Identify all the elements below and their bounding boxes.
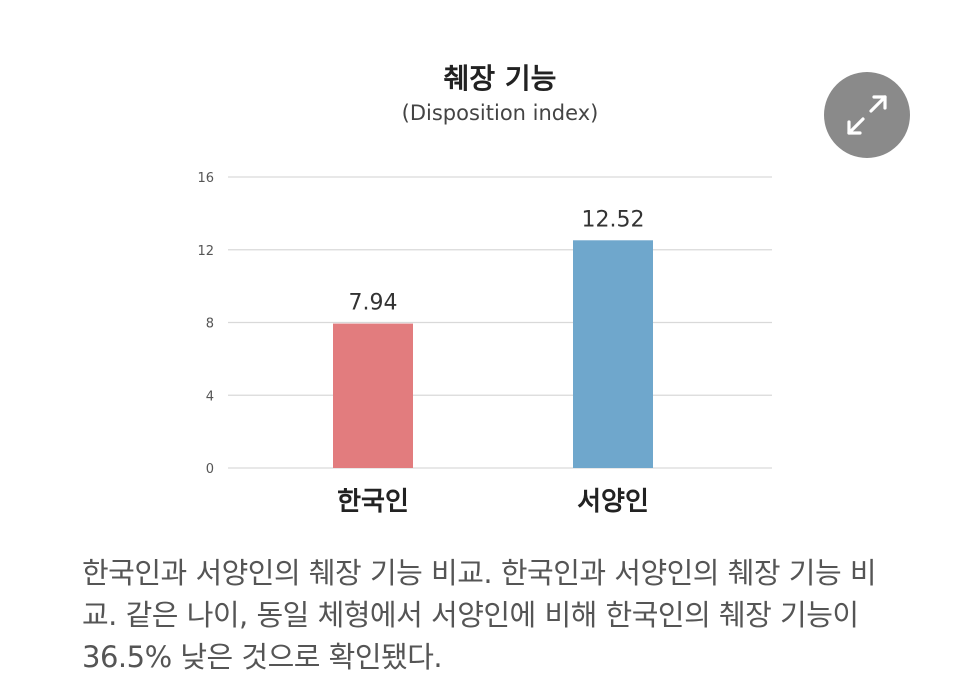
y-tick-label: 8 — [206, 317, 214, 332]
bar-chart: 췌장 기능 (Disposition index) 16 12 8 4 0 7.94 12… — [197, 62, 772, 517]
bars — [333, 240, 653, 468]
y-tick-label: 0 — [206, 462, 214, 477]
y-tick-label: 4 — [206, 389, 214, 404]
y-tick-label: 16 — [197, 171, 214, 186]
data-label: 12.52 — [582, 207, 645, 232]
y-axis-ticks: 16 12 8 4 0 — [197, 171, 214, 477]
chart-subtitle: (Disposition index) — [402, 101, 599, 125]
category-label: 서양인 — [577, 487, 649, 517]
bar — [573, 240, 653, 468]
y-tick-label: 12 — [197, 244, 214, 259]
gridlines — [228, 176, 772, 469]
chart-title: 췌장 기능 — [444, 62, 557, 95]
expand-arrows-icon — [847, 95, 887, 135]
category-labels: 한국인 서양인 — [337, 487, 649, 517]
data-labels: 7.94 12.52 — [349, 207, 645, 315]
figure-caption: 한국인과 서양인의 췌장 기능 비교. 한국인과 서양인의 췌장 기능 비교. … — [82, 556, 877, 674]
expand-button[interactable] — [824, 72, 910, 158]
bar — [333, 323, 413, 468]
data-label: 7.94 — [349, 291, 398, 316]
category-label: 한국인 — [337, 487, 409, 517]
